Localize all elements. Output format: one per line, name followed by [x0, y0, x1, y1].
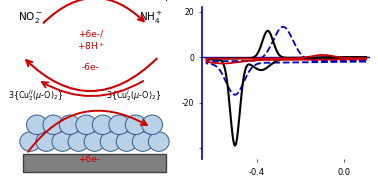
Circle shape — [36, 132, 57, 151]
Text: +6e-/: +6e-/ — [78, 29, 103, 38]
Circle shape — [100, 132, 121, 151]
Text: NH$_4^+$: NH$_4^+$ — [139, 10, 163, 26]
Circle shape — [59, 115, 80, 135]
Circle shape — [43, 115, 64, 135]
Circle shape — [109, 115, 130, 135]
Circle shape — [125, 115, 146, 135]
Circle shape — [26, 115, 47, 135]
Circle shape — [116, 132, 137, 151]
Circle shape — [84, 132, 105, 151]
Circle shape — [20, 132, 41, 151]
Circle shape — [148, 132, 169, 151]
Circle shape — [52, 132, 73, 151]
Text: 3{Cu$^{I}_{2}$($\mu$-O)$_{2}$}: 3{Cu$^{I}_{2}$($\mu$-O)$_{2}$} — [106, 88, 161, 103]
Text: 3{Cu$^{II}_{2}$($\mu$-O)$_{2}$}: 3{Cu$^{II}_{2}$($\mu$-O)$_{2}$} — [8, 88, 63, 103]
Circle shape — [76, 115, 97, 135]
FancyBboxPatch shape — [23, 154, 166, 172]
Text: -6e-: -6e- — [82, 63, 100, 72]
Circle shape — [132, 132, 153, 151]
Circle shape — [68, 132, 89, 151]
Circle shape — [142, 115, 163, 135]
Y-axis label: I/μA: I/μA — [159, 0, 178, 1]
Text: +6e-: +6e- — [78, 155, 100, 164]
Circle shape — [92, 115, 113, 135]
Text: NO$_2^-$: NO$_2^-$ — [18, 10, 43, 25]
Text: +8H$^+$: +8H$^+$ — [77, 40, 105, 52]
